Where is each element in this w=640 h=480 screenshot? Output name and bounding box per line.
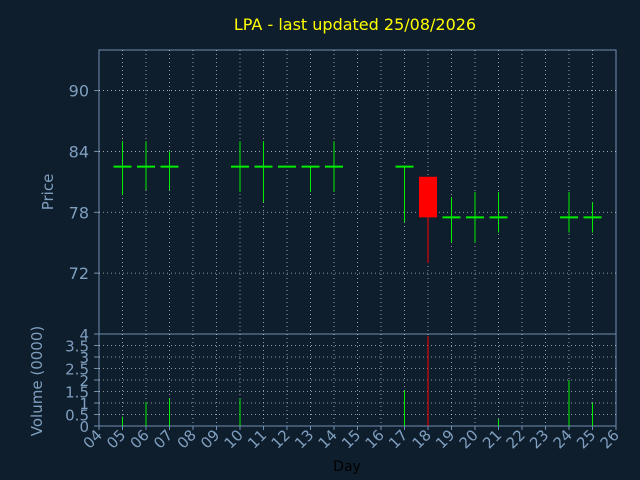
- volume-tick-label: 3.5: [65, 338, 89, 356]
- volume-tick-label: 1: [79, 395, 89, 413]
- volume-tick-label: 2.5: [65, 361, 89, 379]
- price-tick-label: 84: [69, 142, 89, 161]
- volume-tick-label: 2: [79, 372, 89, 390]
- volume-tick-label: 1.5: [65, 384, 89, 402]
- chart-title: LPA - last updated 25/08/2026: [234, 15, 476, 34]
- candle-body: [419, 176, 437, 218]
- volume-tick-label: 0.5: [65, 407, 89, 425]
- x-axis-label: Day: [333, 459, 361, 475]
- volume-tick-label: 0: [79, 418, 89, 436]
- price-panel: 72 78 84 90: [69, 49, 617, 335]
- price-tick-label: 90: [69, 82, 89, 101]
- x-axis: 0405060708091011121314151617181920212223…: [80, 426, 623, 452]
- volume-tick-label: 4: [79, 326, 89, 344]
- price-tick-label: 72: [69, 264, 89, 283]
- price-axis-label: Price: [39, 174, 57, 211]
- volume-panel: 00.511.522.533.54: [65, 326, 617, 436]
- price-tick-label: 78: [69, 203, 89, 222]
- volume-tick-label: 3: [79, 349, 89, 367]
- volume-axis-label: Volume (0000): [28, 326, 46, 436]
